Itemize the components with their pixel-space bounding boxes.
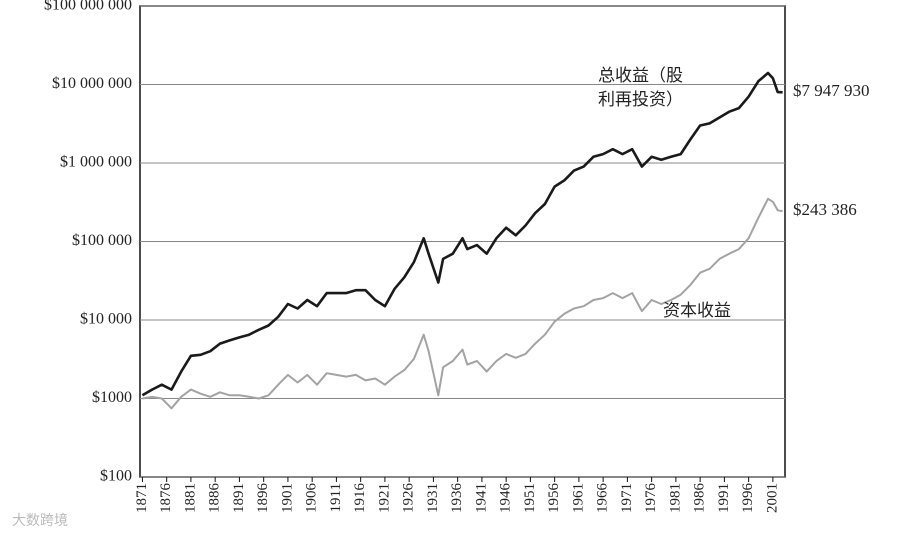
y-tick-label: $10 000 000 — [52, 75, 132, 92]
end-label: $243 386 — [793, 200, 857, 219]
x-tick-label: 1911 — [328, 483, 344, 512]
x-tick-label: 1951 — [522, 483, 538, 513]
x-tick-label: 1896 — [255, 483, 271, 514]
x-tick-label: 1976 — [643, 483, 659, 514]
x-tick-label: 1961 — [570, 483, 586, 513]
x-tick-label: 1991 — [716, 483, 732, 513]
y-tick-label: $100 — [100, 468, 132, 485]
watermark: 大数跨境 — [12, 513, 68, 529]
x-tick-label: 1956 — [546, 483, 562, 514]
x-tick-label: 1986 — [692, 483, 708, 514]
x-tick-label: 1966 — [595, 483, 611, 514]
x-tick-label: 1876 — [158, 483, 174, 514]
end-label: $7 947 930 — [793, 81, 870, 100]
x-tick-label: 1946 — [498, 483, 514, 514]
x-tick-label: 1886 — [207, 483, 223, 514]
series-line — [142, 197, 783, 410]
y-tick-label: $1000 — [92, 389, 132, 406]
x-tick-label: 1931 — [425, 483, 441, 513]
x-tick-label: 1926 — [401, 483, 417, 514]
x-tick-label: 1901 — [279, 483, 295, 513]
x-tick-label: 1881 — [182, 483, 198, 513]
x-tick-label: 1981 — [667, 483, 683, 513]
series-label-line: 利再投资） — [598, 90, 683, 110]
y-tick-label: $100 000 — [72, 232, 132, 249]
x-tick-label: 1921 — [376, 483, 392, 513]
x-tick-label: 1996 — [740, 483, 756, 514]
x-tick-label: 2001 — [764, 483, 780, 513]
x-tick-label: 1916 — [352, 483, 368, 514]
series-label: 资本收益 — [663, 301, 731, 321]
x-tick-label: 1906 — [304, 483, 320, 514]
x-tick-label: 1936 — [449, 483, 465, 514]
x-tick-label: 1971 — [619, 483, 635, 513]
x-tick-label: 1871 — [134, 483, 150, 513]
y-tick-label: $100 000 000 — [44, 0, 132, 14]
series-line — [141, 71, 783, 397]
y-tick-label: $1 000 000 — [60, 154, 132, 171]
series-label: 总收益（股利再投资） — [598, 66, 683, 110]
x-tick-label: 1891 — [231, 483, 247, 513]
y-tick-label: $10 000 — [80, 311, 132, 328]
x-tick-label: 1941 — [473, 483, 489, 513]
series-label-line: 总收益（股 — [598, 66, 683, 86]
